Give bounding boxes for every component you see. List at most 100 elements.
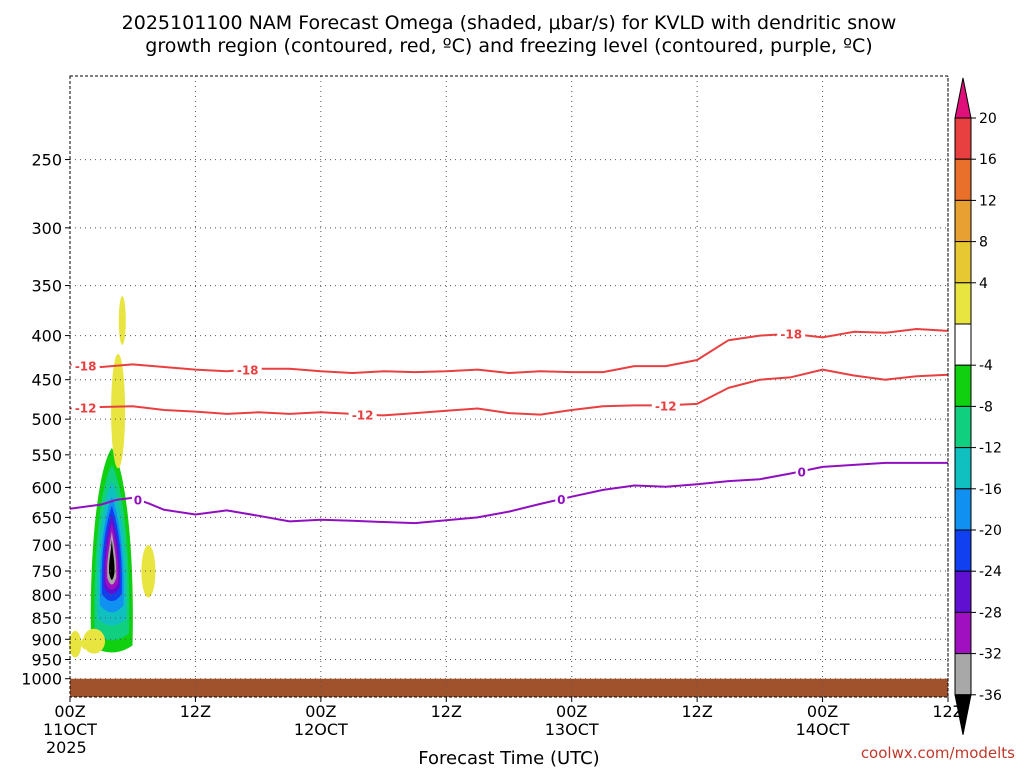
contour-label: 0 (557, 493, 565, 507)
y-tick-label: 550 (31, 446, 62, 465)
colorbar-label: -28 (979, 605, 1002, 621)
grid-layer (69, 76, 949, 697)
ground-layer (70, 678, 948, 697)
x-tick-label: 2025 (46, 738, 87, 757)
colorbar-label: -36 (979, 688, 1002, 704)
x-tick-label: 12OCT (294, 720, 348, 739)
omega-shading-layer (69, 296, 156, 658)
colorbar-segment (954, 611, 972, 655)
contour-label: -18 (780, 328, 802, 342)
colorbar-segment (954, 447, 972, 490)
omega-sinking-low-blob-c (80, 637, 93, 650)
contour-line (69, 368, 949, 417)
contour-label: -12 (352, 408, 374, 422)
axes-layer: 250 300 350 400 450 500 550 600 650 700 750 800 850 9… (21, 75, 964, 757)
omega-core-group (90, 447, 133, 653)
contour-label-bg (131, 492, 144, 506)
colorbar-segment (954, 405, 972, 449)
x-tick-label: 12Z (932, 702, 963, 721)
omega-sinking-mid-blob (141, 545, 156, 598)
contour-line (69, 461, 948, 525)
colorbar-segment (954, 529, 972, 572)
y-tick-label: 650 (31, 508, 62, 527)
x-tick-label: 12Z (180, 702, 211, 721)
colorbar-segment (954, 323, 972, 366)
x-tick-label: 14OCT (796, 720, 850, 739)
colorbar-segment (954, 158, 972, 201)
colorbar-label: 16 (979, 152, 997, 168)
colorbar-label: 12 (979, 193, 997, 209)
x-tick-label: 12Z (681, 702, 712, 721)
x-tick-label: 12Z (431, 702, 462, 721)
y-tick-label: 750 (31, 562, 62, 581)
y-tick-label: 850 (31, 609, 62, 628)
chart-title-line-1: 2025101100 NAM Forecast Omega (shaded, μ… (122, 12, 897, 34)
chart-title-line-2: growth region (contoured, red, ºC) and f… (145, 35, 872, 57)
ground-band (70, 678, 948, 697)
contour-label: 0 (797, 465, 805, 479)
contour-label: -12 (75, 402, 97, 416)
colorbar-segment (954, 282, 972, 325)
contour-line (69, 328, 949, 374)
contour-label-bg (71, 358, 100, 372)
colorbar-segment (954, 364, 972, 407)
contour-label-bg (777, 326, 806, 340)
contour-label: -12 (655, 399, 677, 413)
colorbar-label: -24 (979, 564, 1002, 580)
colorbar-label: -16 (979, 482, 1002, 498)
x-tick-label: 00Z (807, 702, 838, 721)
y-tick-label: 450 (31, 371, 62, 390)
y-tick-label: 250 (31, 151, 62, 170)
contour-label-bg (71, 400, 100, 414)
omega-band-minus36 (109, 539, 115, 580)
y-tick-label: 350 (31, 277, 62, 296)
contour-label-bg (651, 398, 680, 412)
y-tick-label: 300 (31, 219, 62, 238)
colorbar-segment (954, 488, 972, 531)
x-tick-label: 11OCT (43, 720, 97, 739)
colorbar-segment (954, 117, 972, 160)
contour-label-bg (555, 492, 568, 506)
x-tick-label: 13OCT (545, 720, 599, 739)
x-tick-label: 00Z (54, 702, 85, 721)
x-tick-label: 00Z (556, 702, 587, 721)
contour-layer: -18 -18 -18 -12 -12 -12 0 0 0 (69, 326, 949, 525)
colorbar-label: -32 (979, 647, 1002, 663)
y-tick-label: 500 (31, 410, 62, 429)
contour-label-bg (348, 407, 377, 421)
colorbar-label: 8 (979, 235, 988, 251)
y-tick-label: 600 (31, 478, 62, 497)
y-tick-label: 700 (31, 536, 62, 555)
plot-frame (69, 75, 949, 698)
contour-label-bg (233, 362, 262, 376)
x-tick-label: 00Z (305, 702, 336, 721)
contour-label-bg (795, 464, 808, 478)
colorbar-top-arrow (954, 77, 972, 119)
colorbar-label: 4 (979, 276, 988, 292)
colorbar-segment (954, 241, 972, 284)
contour-label: -18 (75, 360, 97, 374)
colorbar-label: -4 (979, 358, 993, 374)
contour-label: -18 (237, 364, 259, 378)
y-tick-label: 800 (31, 586, 62, 605)
colorbar-bottom-arrow (954, 694, 972, 735)
y-tick-label: 950 (31, 651, 62, 670)
colorbar-label: -8 (979, 399, 993, 415)
colorbar-segment (954, 570, 972, 613)
y-tick-label: 1000 (21, 670, 62, 689)
x-axis-title: Forecast Time (UTC) (418, 748, 599, 768)
contour-label: 0 (134, 494, 142, 508)
omega-sinking-upper-streak (111, 353, 126, 469)
colorbar-segment (954, 199, 972, 243)
y-tick-label: 400 (31, 327, 62, 346)
y-tick-label: 900 (31, 630, 62, 649)
credit-text[interactable]: coolwx.com/modelts (861, 744, 1015, 762)
colorbar-label: -12 (979, 441, 1002, 457)
colorbar-label: -20 (979, 523, 1002, 539)
colorbar: 20 16 12 8 4 -4 -8 -12 -16 -20 -24 -28 -32 -36 (954, 77, 1002, 735)
colorbar-label: 20 (979, 111, 997, 127)
omega-sinking-low-blob-a (69, 630, 82, 658)
colorbar-segment (954, 653, 972, 696)
omega-sinking-high-streak (118, 296, 126, 345)
